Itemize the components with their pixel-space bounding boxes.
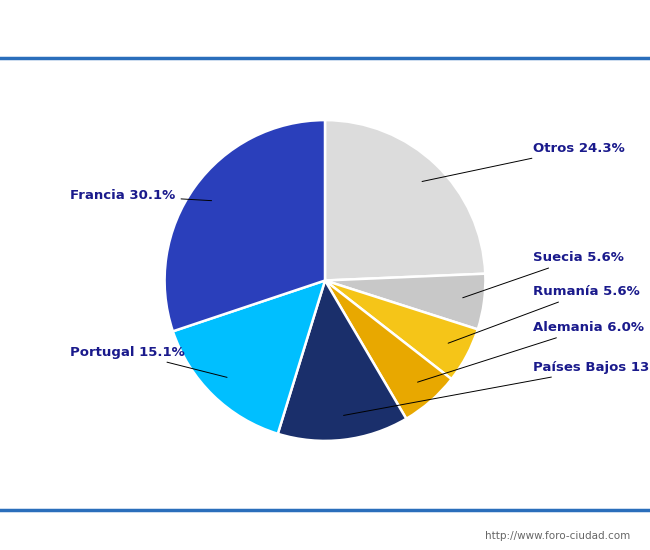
Text: http://www.foro-ciudad.com: http://www.foro-ciudad.com [486, 531, 630, 541]
Text: Países Bajos 13.2%: Países Bajos 13.2% [344, 361, 650, 415]
Text: Otros 24.3%: Otros 24.3% [422, 142, 625, 182]
Text: Suecia 5.6%: Suecia 5.6% [463, 251, 623, 298]
Wedge shape [325, 280, 478, 379]
Text: Francia 30.1%: Francia 30.1% [70, 189, 212, 202]
Wedge shape [325, 274, 486, 329]
Text: Portugal 15.1%: Portugal 15.1% [70, 346, 227, 377]
Wedge shape [278, 280, 406, 441]
Wedge shape [164, 120, 325, 331]
Wedge shape [173, 280, 325, 434]
Wedge shape [325, 280, 452, 419]
Text: Rumanía 5.6%: Rumanía 5.6% [448, 285, 640, 343]
Text: Garrovillas de Alconétar - Turistas extranjeros según país - Octubre de 2024: Garrovillas de Alconétar - Turistas extr… [62, 21, 588, 36]
Text: Alemania 6.0%: Alemania 6.0% [417, 321, 644, 382]
Wedge shape [325, 120, 486, 280]
